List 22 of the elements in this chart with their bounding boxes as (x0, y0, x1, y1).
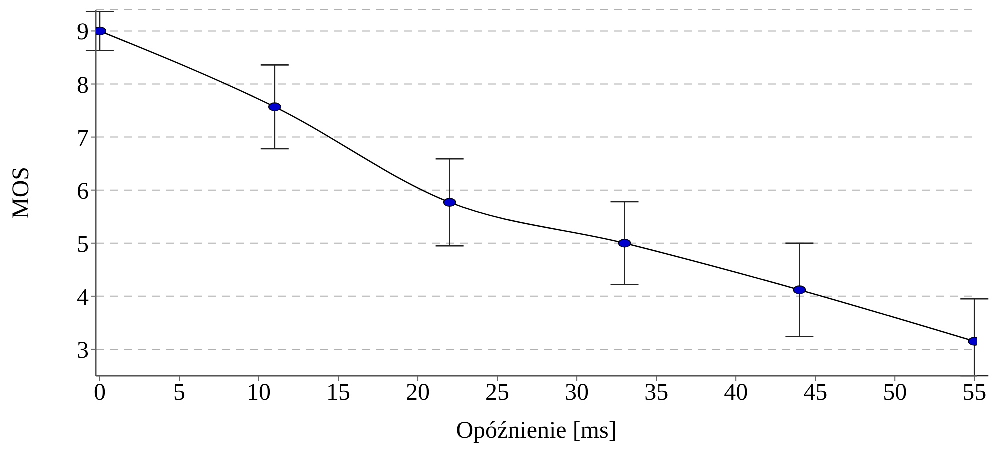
x-tick-label: 5 (173, 380, 186, 406)
x-tick-label: 20 (406, 380, 430, 406)
x-tick-label: 50 (883, 380, 908, 406)
x-tick-label: 40 (724, 380, 748, 406)
y-tick-label: 4 (77, 284, 89, 311)
x-tick-label: 0 (94, 380, 106, 406)
y-axis-title: MOS (8, 166, 35, 220)
y-tick-label: 7 (77, 126, 89, 152)
y-tick-label: 3 (77, 338, 89, 364)
x-axis-title: Opóźnienie [ms] (456, 418, 617, 444)
x-tick-label: 10 (247, 380, 271, 406)
x-tick-label: 35 (644, 380, 669, 406)
y-tick-label: 9 (77, 20, 89, 46)
y-tick-label: 6 (77, 178, 89, 205)
x-tick-label: 30 (565, 380, 590, 406)
x-tick-label: 15 (326, 380, 351, 406)
y-tick-label: 5 (77, 232, 89, 258)
point (618, 238, 632, 248)
x-tick-label: 25 (486, 380, 510, 406)
x-tick-label: 55 (962, 380, 987, 406)
y-tick-label: 8 (77, 72, 89, 99)
x-tick-label: 45 (804, 380, 828, 406)
